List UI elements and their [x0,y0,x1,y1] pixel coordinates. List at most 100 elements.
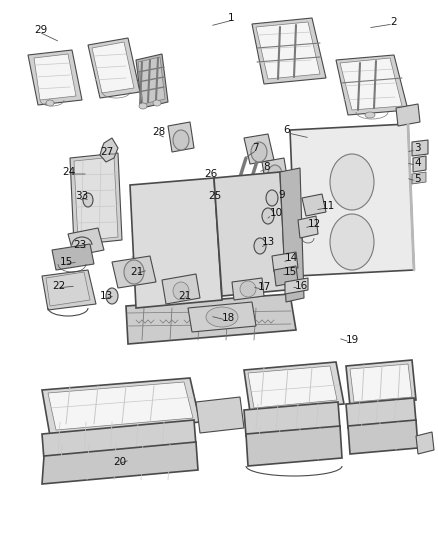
Polygon shape [396,104,420,126]
Text: 15: 15 [60,257,73,267]
Text: 6: 6 [283,125,290,135]
Polygon shape [112,256,156,288]
Ellipse shape [330,154,374,210]
Text: 18: 18 [222,313,235,323]
Ellipse shape [83,193,93,207]
Ellipse shape [266,190,278,206]
Polygon shape [188,302,256,332]
Polygon shape [68,228,104,256]
Text: 13: 13 [100,291,113,301]
Ellipse shape [330,214,374,270]
Polygon shape [274,266,298,286]
Text: 21: 21 [130,267,143,277]
Polygon shape [340,58,402,110]
Text: 27: 27 [100,147,113,157]
Polygon shape [92,42,134,93]
Ellipse shape [268,165,282,183]
Text: 16: 16 [295,281,308,291]
Polygon shape [346,360,416,406]
Polygon shape [244,402,340,436]
Text: 17: 17 [258,282,271,292]
Ellipse shape [240,281,256,297]
Polygon shape [196,397,244,433]
Polygon shape [252,18,326,84]
Polygon shape [416,432,434,454]
Text: 14: 14 [285,253,298,263]
Polygon shape [248,366,337,408]
Polygon shape [280,168,304,302]
Polygon shape [272,252,298,272]
Polygon shape [88,38,140,98]
Text: 8: 8 [263,162,270,172]
Polygon shape [232,278,264,300]
Text: 12: 12 [308,219,321,229]
Ellipse shape [365,112,375,118]
Ellipse shape [153,100,161,106]
Polygon shape [48,382,193,430]
Polygon shape [42,270,96,310]
Polygon shape [214,172,286,296]
Polygon shape [162,274,200,304]
Polygon shape [346,398,416,428]
Polygon shape [413,156,426,172]
Polygon shape [412,172,426,184]
Ellipse shape [46,100,54,106]
Text: 2: 2 [390,17,397,27]
Text: 4: 4 [414,158,420,168]
Polygon shape [42,420,196,460]
Polygon shape [336,55,408,115]
Polygon shape [46,272,90,306]
Polygon shape [262,158,288,186]
Ellipse shape [173,130,189,150]
Text: 15: 15 [284,267,297,277]
Polygon shape [126,294,296,344]
Polygon shape [42,378,200,436]
Polygon shape [244,362,344,412]
Polygon shape [28,50,82,105]
Polygon shape [74,157,118,241]
Text: 22: 22 [52,281,65,291]
Polygon shape [138,57,165,104]
Polygon shape [100,138,118,162]
Text: 13: 13 [262,237,275,247]
Polygon shape [412,140,428,156]
Polygon shape [246,426,342,466]
Polygon shape [244,134,274,164]
Text: 23: 23 [73,240,86,250]
Text: 11: 11 [322,201,335,211]
Text: 24: 24 [62,167,75,177]
Text: 5: 5 [414,174,420,184]
Polygon shape [136,54,168,108]
Ellipse shape [173,282,189,300]
Text: 21: 21 [178,291,191,301]
Text: 33: 33 [75,191,88,201]
Polygon shape [290,124,414,276]
Polygon shape [42,442,198,484]
Polygon shape [298,216,318,238]
Polygon shape [168,122,194,152]
Text: 28: 28 [152,127,165,137]
Polygon shape [70,153,122,245]
Text: 9: 9 [278,190,285,200]
Text: 25: 25 [208,191,221,201]
Polygon shape [130,178,222,308]
Text: 29: 29 [34,25,47,35]
Polygon shape [256,22,320,79]
Polygon shape [52,244,94,270]
Polygon shape [34,54,76,100]
Ellipse shape [124,260,144,284]
Ellipse shape [139,103,147,109]
Ellipse shape [251,142,267,162]
Text: 19: 19 [346,335,359,345]
Polygon shape [350,364,412,402]
Text: 10: 10 [270,208,283,218]
Ellipse shape [106,288,118,304]
Polygon shape [302,194,326,216]
Text: 7: 7 [252,143,258,153]
Ellipse shape [262,208,274,224]
Text: 20: 20 [113,457,126,467]
Ellipse shape [206,307,238,327]
Polygon shape [285,278,308,294]
Polygon shape [348,420,418,454]
Ellipse shape [254,238,266,254]
